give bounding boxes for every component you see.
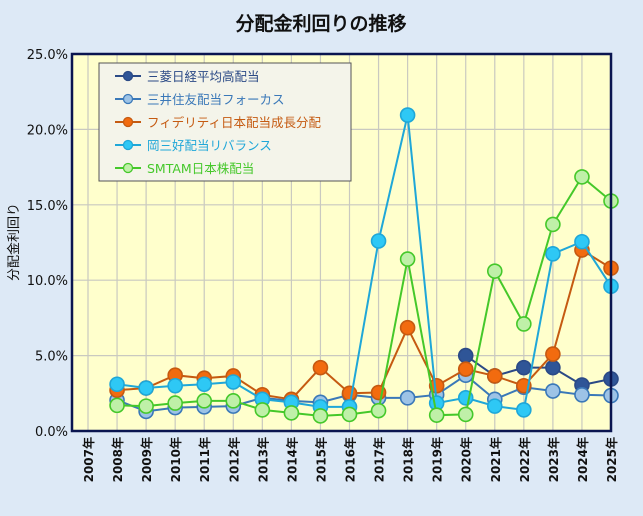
data-point	[225, 393, 242, 409]
data-point	[399, 251, 416, 267]
y-tick-label: 10.0%	[27, 274, 68, 289]
x-axis: 2007年 2008年 2009年 2010年 2011年 2012年 2013年 2014年…	[81, 437, 619, 482]
legend: 三菱日経平均高配当三井住友配当フォーカスフィデリティ日本配当成長分配岡三好配当リ…	[98, 62, 352, 182]
legend-entry: 三井住友配当フォーカス	[147, 92, 285, 107]
x-tick-label: 2012年	[226, 437, 241, 482]
legend-marker	[122, 162, 134, 174]
x-tick-label: 2022年	[517, 437, 532, 482]
plot-border	[70, 52, 613, 433]
y-tick-label: 20.0%	[27, 123, 68, 138]
data-point	[486, 368, 503, 384]
data-point	[545, 383, 561, 399]
x-tick-label: 2021年	[488, 437, 503, 482]
y-axis-label: 分配金利回り	[6, 203, 22, 281]
chart-title: 分配金利回りの推移	[235, 12, 406, 35]
data-point	[167, 395, 183, 411]
x-tick-label: 2009年	[139, 437, 154, 482]
x-tick-label: 2016年	[343, 437, 358, 482]
data-point	[516, 316, 532, 332]
x-tick-label: 2025年	[604, 437, 619, 482]
data-point	[574, 169, 590, 185]
x-tick-label: 2015年	[313, 437, 328, 482]
data-point	[574, 233, 590, 250]
data-point	[341, 385, 358, 402]
legend-marker	[122, 70, 134, 82]
data-point	[167, 377, 183, 394]
x-tick-label: 2010年	[168, 437, 183, 482]
y-axis: 0.0% 5.0% 10.0% 15.0% 20.0% 25.0%	[27, 48, 68, 440]
data-point	[283, 405, 300, 421]
legend-entry: 三菱日経平均高配当	[147, 69, 260, 84]
data-point	[486, 398, 503, 414]
data-point	[457, 361, 474, 377]
x-tick-label: 2017年	[372, 437, 387, 482]
data-point	[138, 380, 154, 396]
legend-marker	[122, 93, 134, 105]
data-point	[516, 359, 532, 376]
series-group	[109, 107, 619, 424]
legend-entry: SMTAM日本株配当	[147, 161, 254, 176]
data-point	[225, 374, 242, 390]
x-tick-label: 2013年	[255, 437, 270, 482]
x-tick-label: 2018年	[401, 437, 416, 482]
data-point	[457, 347, 474, 364]
data-point	[545, 359, 561, 376]
data-point	[574, 387, 590, 403]
data-point	[138, 398, 154, 414]
legend-entry: 岡三好配当リバランス	[147, 138, 272, 153]
x-tick-label: 2023年	[546, 437, 561, 482]
data-point	[109, 376, 125, 393]
data-point	[457, 406, 474, 423]
x-tick-label: 2019年	[430, 437, 445, 482]
data-point	[312, 359, 329, 376]
y-tick-label: 0.0%	[35, 425, 68, 440]
data-point	[341, 406, 358, 423]
data-point	[428, 377, 445, 394]
data-point	[109, 397, 125, 414]
data-point	[196, 376, 213, 393]
data-point	[399, 107, 416, 123]
data-point	[370, 402, 387, 419]
x-tick-label: 2014年	[284, 437, 299, 482]
data-point	[254, 402, 271, 418]
y-tick-label: 25.0%	[27, 48, 68, 63]
y-tick-label: 5.0%	[35, 350, 68, 365]
x-tick-label: 2024年	[575, 437, 590, 482]
data-point	[516, 402, 532, 418]
legend-marker	[122, 116, 134, 128]
x-tick-label: 2011年	[197, 437, 212, 482]
data-point	[545, 346, 561, 362]
data-point	[370, 233, 387, 249]
x-tick-label: 2020年	[459, 437, 474, 482]
x-tick-label: 2007年	[81, 437, 96, 482]
series-4	[109, 169, 619, 424]
data-point	[312, 408, 329, 424]
legend-entry: フィデリティ日本配当成長分配	[147, 115, 322, 130]
data-point	[486, 263, 503, 279]
data-point	[428, 407, 445, 423]
data-point	[399, 319, 416, 336]
data-point	[399, 390, 416, 406]
legend-marker	[122, 139, 134, 151]
x-tick-label: 2008年	[110, 437, 125, 482]
data-point	[545, 246, 561, 262]
y-tick-label: 15.0%	[27, 199, 68, 214]
data-point	[545, 216, 561, 233]
data-point	[196, 393, 213, 409]
